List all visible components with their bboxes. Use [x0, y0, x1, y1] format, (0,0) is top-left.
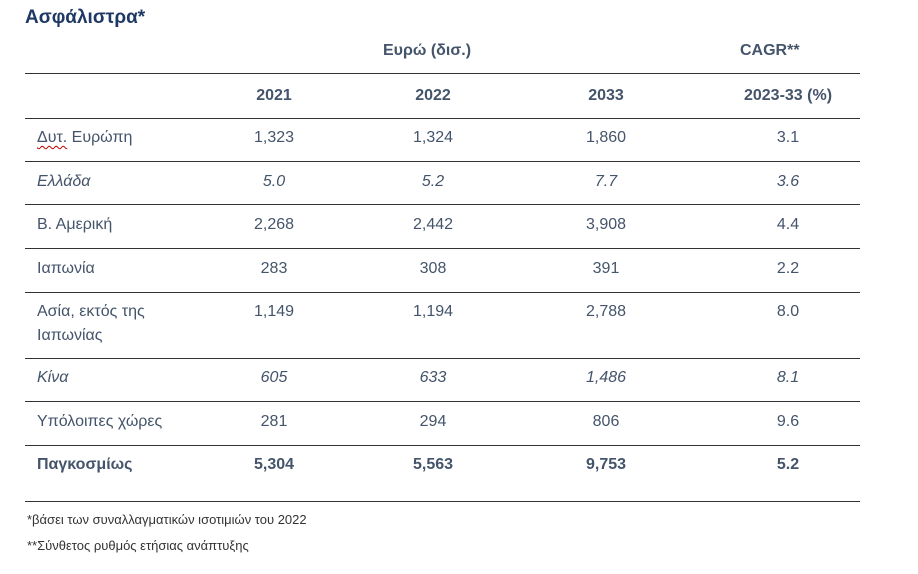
value-2033: 391 [592, 260, 620, 277]
region-cell: Παγκοσμίως [37, 456, 133, 473]
divider [25, 161, 860, 162]
col-header-2022: 2022 [415, 87, 451, 104]
value-2033: 3,908 [585, 216, 627, 233]
region-cell: Δυτ. Ευρώπη [37, 126, 197, 150]
region-word-1: Δυτ. [37, 129, 68, 146]
value-2022: 294 [419, 413, 447, 430]
value-2033: 2,788 [585, 303, 627, 320]
value-cagr: 4.4 [776, 216, 800, 233]
divider [25, 358, 860, 359]
divider [25, 401, 860, 402]
value-2022: 308 [419, 260, 447, 277]
value-2033: 806 [592, 413, 620, 430]
table-title: Ασφάλιστρα* [25, 7, 146, 28]
value-cagr: 8.0 [776, 303, 800, 320]
value-2021: 283 [260, 260, 288, 277]
divider [25, 248, 860, 249]
divider [25, 292, 860, 293]
value-2022: 1,324 [412, 129, 454, 146]
value-2021: 605 [260, 369, 288, 386]
value-2033: 1,486 [585, 369, 627, 386]
region-line-1: Ασία, εκτός της [37, 303, 145, 320]
value-2022: 5,563 [412, 456, 454, 473]
value-2033: 1,860 [585, 129, 627, 146]
value-2022: 2,442 [412, 216, 454, 233]
value-2033: 7.7 [594, 173, 618, 190]
value-2022: 1,194 [412, 303, 454, 320]
divider [25, 204, 860, 205]
col-header-2021: 2021 [256, 87, 292, 104]
value-2022: 5.2 [421, 173, 445, 190]
value-2021: 2,268 [253, 216, 295, 233]
value-2021: 5.0 [262, 173, 286, 190]
divider-header [25, 118, 860, 119]
currency-group-header: Ευρώ (δισ.) [383, 42, 472, 59]
region-word-2: Ευρώπη [67, 129, 133, 146]
region-line-2: Ιαπωνίας [37, 327, 103, 344]
region-cell: Ασία, εκτός της Ιαπωνίας [37, 300, 197, 348]
value-2021: 1,323 [253, 129, 295, 146]
value-cagr: 3.1 [776, 129, 800, 146]
footnote-exchange-rates: *βάσει των συναλλαγματικών ισοτιμιών του… [27, 512, 307, 527]
region-cell: Κίνα [37, 369, 69, 386]
region-cell: Ιαπωνία [37, 260, 95, 277]
value-2033: 9,753 [585, 456, 627, 473]
value-cagr: 9.6 [776, 413, 800, 430]
divider [25, 445, 860, 446]
divider-bottom [25, 501, 860, 502]
col-header-cagr: 2023-33 (%) [743, 87, 833, 104]
cagr-group-header: CAGR** [740, 42, 800, 59]
value-cagr: 8.1 [776, 369, 800, 386]
value-2021: 1,149 [253, 303, 295, 320]
value-cagr: 2.2 [776, 260, 800, 277]
value-2022: 633 [419, 369, 447, 386]
value-cagr: 5.2 [776, 456, 800, 473]
region-cell: Ελλάδα [37, 173, 91, 190]
value-2021: 281 [260, 413, 288, 430]
divider-top [25, 73, 860, 74]
value-2021: 5,304 [253, 456, 295, 473]
footnote-cagr: **Σύνθετος ρυθμός ετήσιας ανάπτυξης [27, 538, 249, 553]
value-cagr: 3.6 [776, 173, 800, 190]
region-cell: Υπόλοιπες χώρες [37, 413, 163, 430]
col-header-2033: 2033 [588, 87, 624, 104]
region-cell: Β. Αμερική [37, 216, 113, 233]
